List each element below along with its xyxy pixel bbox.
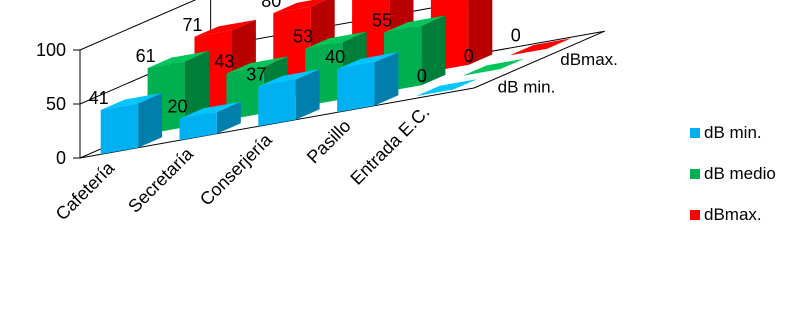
data-label-db-medio-pasillo: 55 (372, 11, 392, 31)
legend-label-dBmax: dBmax. (704, 205, 762, 225)
legend-item-dB-medio: dB medio (690, 159, 810, 189)
bar-front (101, 103, 138, 154)
data-label-db-medio-conserjer-a: 53 (293, 27, 313, 47)
legend-item-dBmax: dBmax. (690, 200, 810, 230)
data-label-db-min-pasillo: 40 (325, 47, 345, 67)
y-tick-label-50: 50 (46, 94, 66, 114)
depth-tick-label-dbmax: dBmax. (560, 50, 618, 69)
data-label-db-min-conserjer-a: 37 (246, 64, 266, 84)
legend-item-dB-min: dB min. (690, 118, 810, 148)
y-tick-label-100: 100 (36, 40, 66, 60)
legend-label-dB-medio: dB medio (704, 164, 776, 184)
x-tick-label-conserjer-a: Conserjería (196, 129, 277, 210)
data-label-dbmax-cafeter-a: 71 (182, 15, 202, 35)
legend-label-dB-min: dB min. (704, 123, 762, 143)
data-label-db-medio-entrada-e-c: 0 (464, 46, 474, 66)
data-label-dbmax-entrada-e-c: 0 (511, 25, 521, 45)
legend-swatch-dB-min (690, 128, 700, 138)
data-label-db-medio-cafeter-a: 61 (136, 46, 156, 66)
y-tick-label-0: 0 (56, 148, 66, 168)
x-tick-label-secretar-a: Secretaría (124, 143, 198, 217)
x-tick-label-entrada-e-c: Entrada E.C. (346, 102, 433, 189)
legend-swatch-dB-medio (690, 169, 700, 179)
legend-swatch-dBmax (690, 210, 700, 220)
bar-front (337, 63, 374, 113)
data-label-dbmax-secretar-a: 80 (261, 0, 281, 11)
x-tick-label-pasillo: Pasillo (303, 116, 355, 168)
depth-tick-label-db-min: dB min. (498, 77, 556, 96)
data-label-db-min-secretar-a: 20 (167, 97, 187, 117)
bar-front (258, 80, 295, 127)
data-label-db-min-cafeter-a: 41 (89, 88, 109, 108)
legend: dB min. dB medio dBmax. (690, 118, 810, 241)
data-label-db-min-entrada-e-c: 0 (417, 66, 427, 86)
data-label-db-medio-secretar-a: 43 (214, 52, 234, 72)
